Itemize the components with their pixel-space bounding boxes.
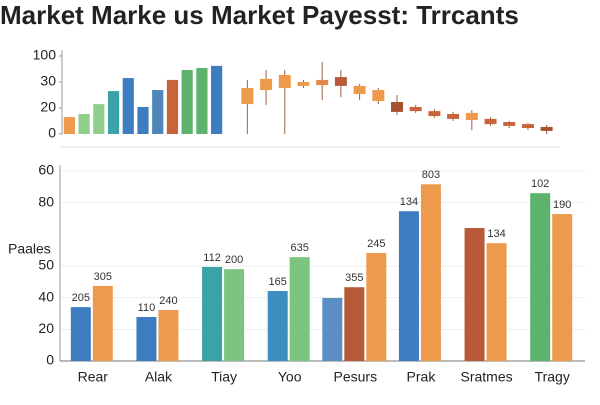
candle-body bbox=[540, 126, 553, 131]
x-tick-label: Sratmes bbox=[461, 369, 513, 385]
candle-body bbox=[521, 124, 534, 129]
value-label: 112 bbox=[203, 252, 221, 264]
candle-body bbox=[241, 87, 254, 105]
value-label: 165 bbox=[269, 276, 287, 288]
bar bbox=[166, 79, 179, 134]
bar bbox=[93, 104, 105, 134]
bar bbox=[196, 67, 208, 134]
bar bbox=[398, 211, 419, 361]
value-label: 635 bbox=[291, 242, 309, 254]
y-tick-label: 20 bbox=[38, 320, 54, 336]
x-tick-label: Rear bbox=[78, 369, 109, 385]
bar bbox=[78, 113, 90, 134]
bar bbox=[552, 214, 573, 361]
candle-body bbox=[391, 102, 403, 112]
x-tick-label: Tiay bbox=[211, 369, 237, 385]
x-tick-label: Pesurs bbox=[334, 369, 378, 385]
candle-body bbox=[316, 79, 329, 86]
candle-body bbox=[484, 118, 497, 125]
candle-body bbox=[334, 77, 347, 86]
value-label: 205 bbox=[72, 292, 90, 304]
y-tick-label: 60 bbox=[38, 162, 54, 178]
candle-body bbox=[447, 113, 460, 119]
bar bbox=[289, 257, 310, 361]
candle-body bbox=[297, 82, 310, 86]
y-tick-label: 0 bbox=[46, 352, 54, 368]
value-label: 803 bbox=[422, 169, 440, 181]
chart-title: Market Marke us Market Payesst: Trrcants bbox=[0, 0, 519, 30]
value-label: 134 bbox=[400, 196, 418, 208]
candle-body bbox=[503, 122, 516, 126]
candle-body bbox=[465, 112, 478, 120]
bar bbox=[92, 285, 113, 361]
value-label: 355 bbox=[345, 272, 363, 284]
y-tick-label: 100 bbox=[33, 47, 57, 63]
bar bbox=[224, 269, 245, 361]
x-tick-label: Alak bbox=[145, 369, 173, 385]
y-tick-label: 20 bbox=[40, 99, 56, 115]
y-axis-label: Paales bbox=[8, 241, 51, 257]
value-label: 134 bbox=[487, 228, 505, 240]
bar bbox=[530, 193, 551, 361]
y-tick-label: 80 bbox=[38, 193, 54, 209]
bar bbox=[63, 117, 75, 134]
x-tick-label: Tragy bbox=[535, 369, 570, 385]
value-label: 305 bbox=[94, 271, 112, 283]
candle-body bbox=[260, 78, 273, 91]
value-label: 200 bbox=[225, 254, 243, 266]
bar bbox=[107, 91, 120, 134]
candle-body bbox=[372, 90, 385, 101]
value-label: 110 bbox=[138, 302, 156, 314]
bar bbox=[181, 70, 193, 134]
bar bbox=[158, 310, 179, 361]
x-tick-label: Prak bbox=[407, 369, 437, 385]
value-label: 190 bbox=[553, 199, 571, 211]
bar bbox=[486, 243, 507, 361]
value-label: 245 bbox=[367, 238, 385, 250]
value-label: 102 bbox=[531, 178, 549, 190]
bar bbox=[366, 253, 387, 361]
candle-body bbox=[278, 74, 291, 88]
candle-body bbox=[428, 111, 441, 117]
bar bbox=[122, 78, 134, 134]
bar bbox=[202, 266, 223, 361]
bar bbox=[322, 297, 343, 361]
bar bbox=[267, 291, 288, 361]
candle-body bbox=[353, 85, 366, 94]
candle-body bbox=[409, 106, 422, 112]
bar bbox=[70, 307, 91, 361]
bar bbox=[152, 90, 164, 134]
y-tick-label: 0 bbox=[48, 125, 56, 141]
bar bbox=[420, 184, 441, 361]
bar bbox=[136, 316, 157, 361]
x-tick-label: Yoo bbox=[278, 369, 302, 385]
y-tick-label: 50 bbox=[38, 257, 54, 273]
bar bbox=[211, 65, 223, 134]
bar bbox=[137, 106, 149, 134]
value-label: 240 bbox=[159, 295, 177, 307]
bar bbox=[344, 287, 365, 361]
y-tick-label: 30 bbox=[40, 73, 56, 89]
bar bbox=[464, 228, 485, 361]
y-tick-label: 40 bbox=[38, 288, 54, 304]
